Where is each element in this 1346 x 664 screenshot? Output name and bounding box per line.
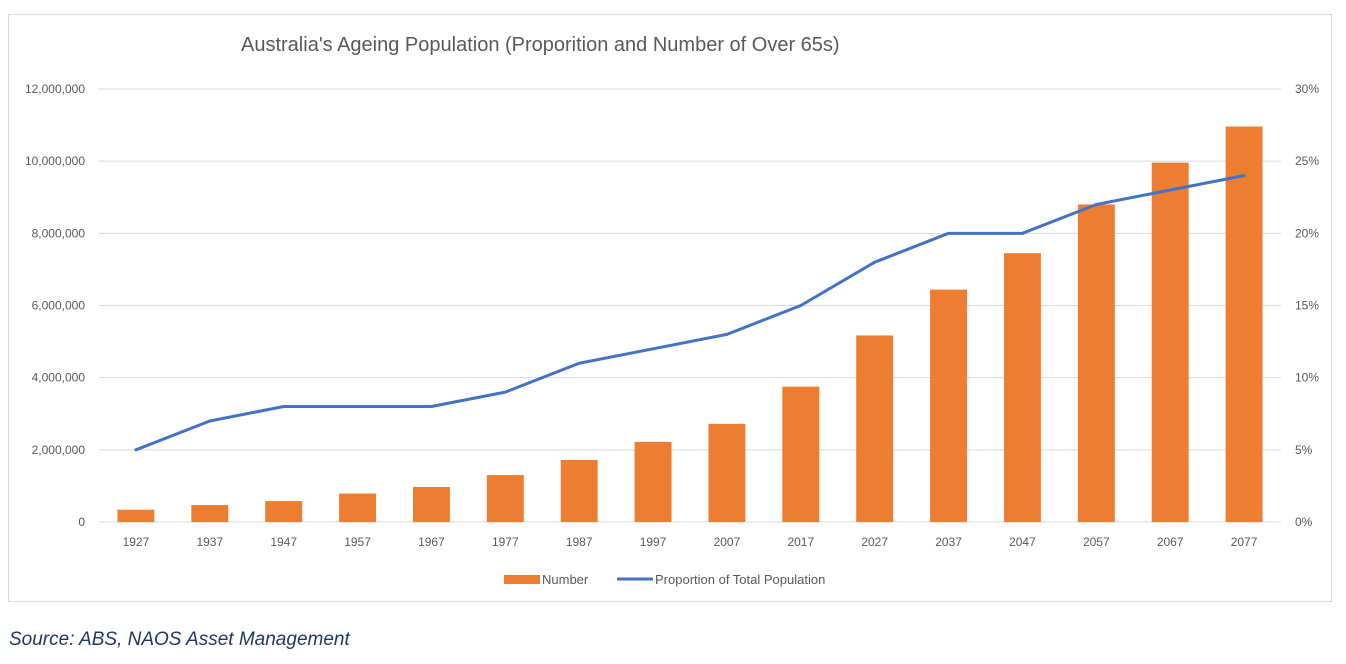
source-note: Source: ABS, NAOS Asset Management [9, 629, 350, 650]
bar [1003, 253, 1041, 522]
line-point [577, 361, 581, 365]
line-point [356, 405, 360, 409]
bar [1225, 126, 1263, 522]
right-tick-label: 0% [1295, 515, 1313, 529]
line-point [799, 304, 803, 307]
line-point [282, 405, 286, 409]
right-tick-label: 30% [1295, 82, 1319, 96]
chart-frame: Australia's Ageing Population (Proporiti… [8, 14, 1332, 602]
bar-series [117, 126, 1263, 523]
line-point [134, 448, 138, 452]
x-tick-label: 2017 [787, 535, 814, 549]
chart-svg: Australia's Ageing Population (Proporiti… [25, 34, 1319, 587]
right-tick-label: 20% [1295, 226, 1319, 240]
legend-label-number: Number [542, 572, 589, 587]
left-tick-label: 2,000,000 [32, 443, 86, 457]
x-tick-label: 2067 [1157, 535, 1184, 549]
left-tick-label: 8,000,000 [32, 226, 86, 240]
x-tick-label: 1997 [640, 535, 667, 549]
line-point [208, 419, 212, 423]
left-tick-label: 12,000,000 [25, 82, 85, 96]
line-point [1242, 174, 1246, 178]
bar [191, 505, 229, 522]
x-tick-label: 1937 [196, 535, 223, 549]
line-point [1168, 188, 1172, 192]
line-point [1094, 202, 1098, 206]
right-tick-label: 25% [1295, 154, 1319, 168]
x-tick-label: 2007 [714, 535, 741, 549]
line-point [429, 405, 433, 409]
bar [560, 459, 598, 522]
bar [486, 475, 524, 522]
left-tick-label: 10,000,000 [25, 154, 85, 168]
x-tick-label: 1927 [123, 535, 150, 549]
right-axis: 0% 5% 10% 15% 20% 25% 30% [1295, 82, 1319, 529]
line-point [503, 390, 507, 394]
right-tick-label: 10% [1295, 371, 1319, 385]
bar [782, 386, 820, 522]
x-tick-label: 1987 [566, 535, 593, 549]
x-tick-label: 2077 [1231, 535, 1258, 549]
bar [930, 289, 968, 522]
proportion-line [135, 174, 1245, 452]
bar [634, 441, 672, 522]
x-tick-label: 2057 [1083, 535, 1110, 549]
left-tick-label: 4,000,000 [32, 371, 86, 385]
line-point [651, 347, 655, 351]
line-point [873, 260, 877, 264]
bar [412, 486, 450, 522]
left-axis: 0 2,000,000 4,000,000 6,000,000 8,000,000 10,… [25, 82, 85, 529]
left-tick-label: 6,000,000 [32, 299, 86, 313]
bar [1077, 204, 1115, 522]
x-tick-label: 1967 [418, 535, 445, 549]
x-axis: 1927 1937 1947 1957 1967 1977 1987 1997 2007 2017… [123, 535, 1258, 549]
bar [339, 493, 377, 522]
line-point [1020, 231, 1024, 235]
x-tick-label: 1977 [492, 535, 519, 549]
left-tick-label: 0 [78, 515, 85, 529]
bar [117, 509, 155, 522]
bar [265, 501, 303, 522]
x-tick-label: 1947 [270, 535, 297, 549]
line-point [947, 231, 951, 235]
legend-label-proportion: Proportion of Total Population [655, 572, 825, 587]
right-tick-label: 15% [1295, 299, 1319, 313]
bar [1151, 162, 1189, 523]
legend: Number Proportion of Total Population [504, 572, 825, 587]
bar [708, 423, 746, 522]
line-series [134, 174, 1246, 452]
chart-title: Australia's Ageing Population (Proporiti… [241, 34, 840, 56]
bar [856, 335, 894, 522]
line-point [725, 332, 729, 336]
x-tick-label: 2047 [1009, 535, 1036, 549]
x-tick-label: 2037 [935, 535, 962, 549]
legend-swatch-number [504, 575, 540, 584]
x-tick-label: 1957 [344, 535, 371, 549]
x-tick-label: 2027 [861, 535, 888, 549]
gridlines [99, 88, 1281, 523]
right-tick-label: 5% [1295, 443, 1313, 457]
